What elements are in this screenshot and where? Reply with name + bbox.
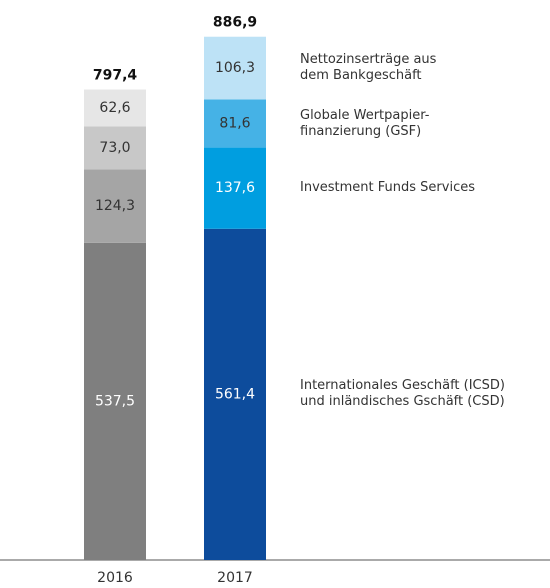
bar-segment bbox=[84, 169, 146, 243]
bar-segment bbox=[204, 99, 266, 148]
value-label: 106,3 bbox=[215, 60, 255, 76]
value-label: 81,6 bbox=[219, 116, 250, 132]
bar-segment bbox=[204, 147, 266, 229]
legend-label: Nettozinserträge aus dem Bankgeschäft bbox=[300, 52, 437, 84]
legend-label: Investment Funds Services bbox=[300, 180, 475, 196]
x-tick-label: 2016 bbox=[97, 570, 133, 586]
bar-segment bbox=[84, 89, 146, 127]
total-label: 886,9 bbox=[213, 15, 257, 31]
legend-label: Globale Wertpapier- finanzierung (GSF) bbox=[300, 107, 430, 139]
value-label: 124,3 bbox=[95, 198, 135, 214]
value-label: 137,6 bbox=[215, 180, 255, 196]
bar-segment bbox=[84, 242, 146, 560]
value-label: 537,5 bbox=[95, 393, 135, 409]
value-label: 73,0 bbox=[99, 140, 130, 156]
x-tick-label: 2017 bbox=[217, 570, 253, 586]
value-label: 62,6 bbox=[99, 100, 130, 116]
value-label: 561,4 bbox=[215, 386, 255, 402]
legend-label: Internationales Geschäft (ICSD) und inlä… bbox=[300, 378, 505, 410]
bar-segment bbox=[84, 126, 146, 170]
bar-segment bbox=[204, 36, 266, 100]
total-label: 797,4 bbox=[93, 68, 138, 84]
bar-segment bbox=[204, 228, 266, 561]
